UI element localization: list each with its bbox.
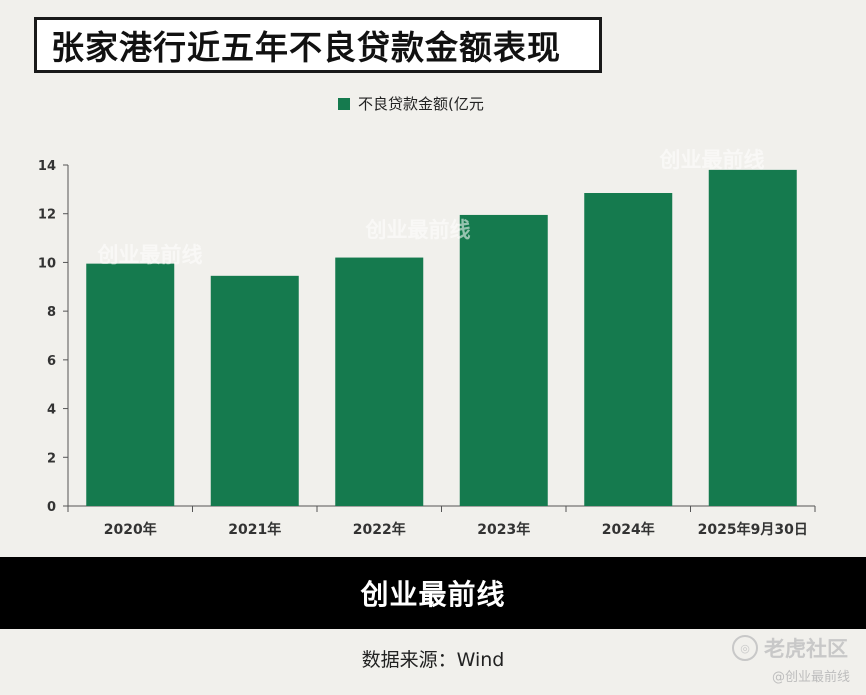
legend-label: 不良贷款金额(亿元	[358, 95, 484, 113]
corner-watermark-handle: @创业最前线	[771, 670, 850, 685]
x-tick-label: 2024年	[602, 521, 655, 538]
x-tick-label: 2021年	[228, 521, 281, 538]
bar-chart: 不良贷款金额(亿元 0 2 4 6 8 10 12 14 2020年 2021年 2022年 2023年…	[38, 95, 816, 538]
y-tick-label: 12	[38, 208, 56, 223]
bar-5	[708, 169, 797, 506]
legend-swatch	[338, 98, 350, 110]
chart-title: 张家港行近五年不良贷款金额表现	[34, 17, 602, 73]
watermark-0: 创业最前线	[97, 243, 203, 267]
y-tick-label: 10	[38, 256, 56, 271]
watermark-1: 创业最前线	[365, 218, 471, 242]
x-tick-label: 2020年	[104, 521, 157, 538]
bar-1	[210, 275, 299, 506]
bar-2	[335, 257, 424, 506]
footer-brand: 创业最前线	[360, 578, 506, 611]
y-tick-label: 8	[47, 305, 56, 320]
watermark-2: 创业最前线	[659, 148, 765, 172]
bar-3	[459, 214, 548, 507]
x-tick-label: 2023年	[477, 521, 530, 538]
y-tick-label: 4	[47, 403, 56, 418]
y-tick-label: 0	[47, 500, 56, 515]
y-tick-label: 14	[38, 159, 56, 174]
data-source: 数据来源：Wind	[361, 649, 505, 671]
y-tick-label: 6	[47, 354, 56, 369]
corner-watermark-site-text: 老虎社区	[764, 637, 848, 661]
tiger-logo-icon: ◎	[732, 635, 758, 661]
bar-4	[584, 193, 673, 506]
y-tick-label: 2	[47, 451, 56, 466]
footer-bar: 创业最前线	[0, 557, 866, 629]
corner-watermark-site: ◎ 老虎社区	[732, 633, 848, 663]
x-tick-label: 2022年	[353, 521, 406, 538]
bar-0	[86, 263, 175, 506]
x-tick-label: 2025年9月30日	[698, 521, 808, 538]
